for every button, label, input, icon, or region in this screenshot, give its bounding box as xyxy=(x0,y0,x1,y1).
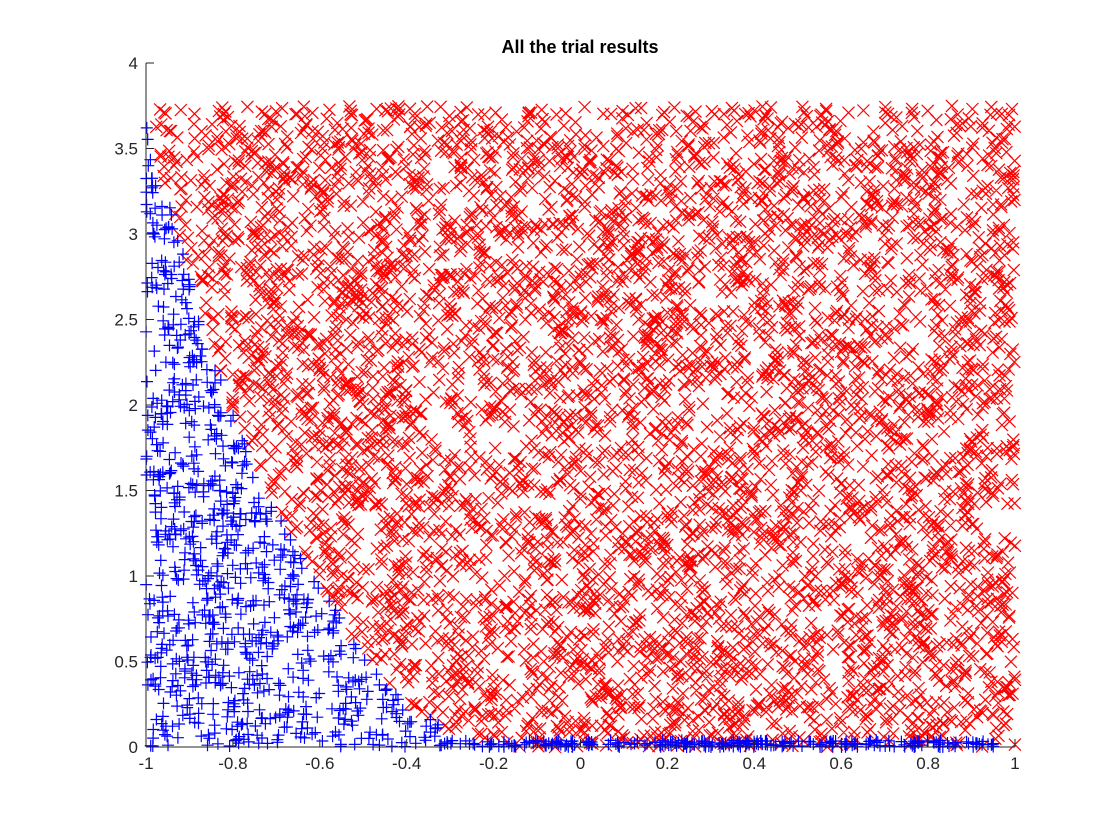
y-tick-label: 0.5 xyxy=(114,653,138,672)
x-tick-label: 0.6 xyxy=(829,754,853,773)
blue-plus-marker-series xyxy=(140,121,1000,753)
y-tick-label: 0 xyxy=(129,738,138,757)
x-tick-label: 0.2 xyxy=(656,754,680,773)
y-tick-label: 4 xyxy=(129,54,138,73)
x-tick-label: -1 xyxy=(138,754,153,773)
y-tick-label: 1 xyxy=(129,567,138,586)
x-tick-label: 0 xyxy=(576,754,585,773)
x-tick-label: -0.8 xyxy=(218,754,247,773)
y-tick-label: 2.5 xyxy=(114,311,138,330)
x-axis-ticks: -1 -0.8 -0.6 -0.4 -0.2 0 0.2 0.4 0.6 0.8 1 xyxy=(138,739,1020,773)
x-tick-label: 0.4 xyxy=(742,754,766,773)
y-tick-label: 2 xyxy=(129,396,138,415)
y-tick-label: 3 xyxy=(129,225,138,244)
chart-title: All the trial results xyxy=(501,37,658,57)
x-tick-label: -0.4 xyxy=(392,754,421,773)
blue-plus-markers xyxy=(140,121,1000,753)
y-tick-label: 1.5 xyxy=(114,482,138,501)
red-x-markers xyxy=(149,99,1022,754)
x-tick-label: -0.2 xyxy=(479,754,508,773)
x-tick-label: 0.8 xyxy=(916,754,940,773)
red-x-marker-series xyxy=(149,99,1022,754)
y-tick-label: 3.5 xyxy=(114,140,138,159)
x-tick-label: -0.6 xyxy=(305,754,334,773)
x-tick-label: 1 xyxy=(1010,754,1019,773)
y-axis-ticks: 0 0.5 1 1.5 2 2.5 3 3.5 4 xyxy=(114,54,154,757)
